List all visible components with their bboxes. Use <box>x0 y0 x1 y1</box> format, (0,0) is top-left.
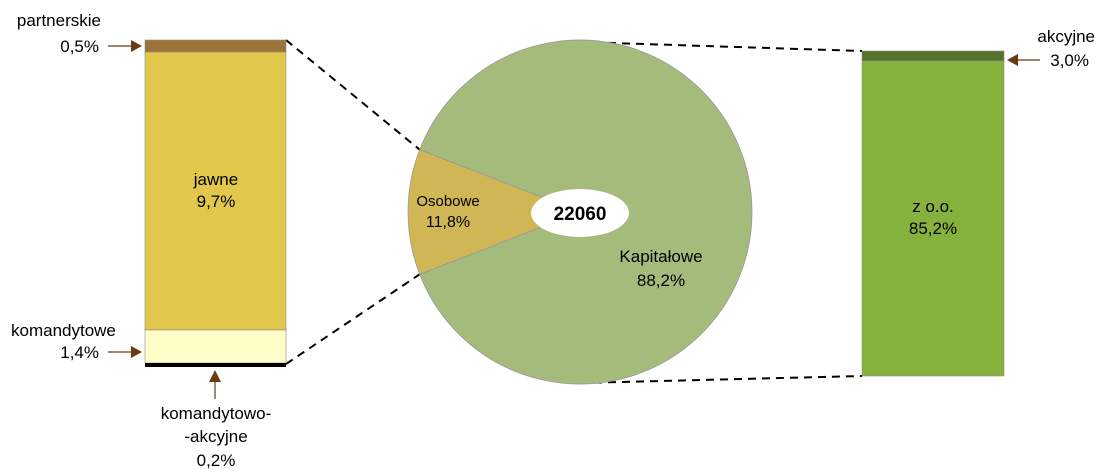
pie-center-total: 22060 <box>554 204 607 225</box>
bar-segment-akcyjne <box>861 50 1005 62</box>
segment-value-z-oo: 85,2% <box>909 219 957 238</box>
arrow-partnerskie <box>108 40 142 52</box>
arrow-komandytowo-akcyjne <box>209 370 221 399</box>
arrow-komandytowe <box>108 346 142 358</box>
arrow-akcyjne <box>1007 54 1040 66</box>
annotation-value-komandytowo-akcyjne: 0,2% <box>197 451 236 470</box>
connector-left-bottom <box>285 273 421 365</box>
annotation-label-partnerskie: partnerskie <box>17 11 101 30</box>
right-stacked-bar: z o.o. 85,2% akcyjne 3,0% <box>861 27 1095 377</box>
bar-segment-komandytowo-akcyjne <box>145 363 286 367</box>
pie-label-osobowe: Osobowe <box>416 193 479 210</box>
pie-value-kapitalowe: 88,2% <box>637 271 685 290</box>
annotation-label-komandytowe: komandytowe <box>11 321 116 340</box>
annotation-value-partnerskie: 0,5% <box>60 37 99 56</box>
pie-label-kapitalowe: Kapitałowe <box>619 247 702 266</box>
pie-center-label-bg <box>531 189 629 237</box>
segment-value-jawne: 9,7% <box>197 192 236 211</box>
bar-segment-jawne <box>144 51 287 331</box>
bar-segment-partnerskie <box>144 39 287 53</box>
left-stacked-bar: jawne 9,7% partnerskie 0,5% komandytowe … <box>11 11 287 470</box>
annotation-value-akcyjne: 3,0% <box>1050 51 1089 70</box>
segment-label-z-oo: z o.o. <box>912 197 954 216</box>
connector-right-bottom <box>579 375 863 384</box>
connector-left-top <box>285 39 421 151</box>
annotation-label-komandytowo-akcyjne-line2: -akcyjne <box>184 427 247 446</box>
bar-segment-komandytowe <box>144 329 287 364</box>
annotation-label-komandytowo-akcyjne-line1: komandytowo- <box>161 404 272 423</box>
pie-slice-osobowe <box>407 149 582 275</box>
pie: 22060 Osobowe 11,8% Kapitałowe 88,2% <box>407 39 753 385</box>
pie-value-osobowe: 11,8% <box>426 214 470 231</box>
annotation-label-akcyjne: akcyjne <box>1037 27 1095 46</box>
connector-lines <box>285 39 863 384</box>
bar-segment-z-oo <box>861 60 1005 377</box>
annotation-value-komandytowe: 1,4% <box>60 343 99 362</box>
segment-label-jawne: jawne <box>193 170 238 189</box>
connector-right-top <box>579 41 863 52</box>
